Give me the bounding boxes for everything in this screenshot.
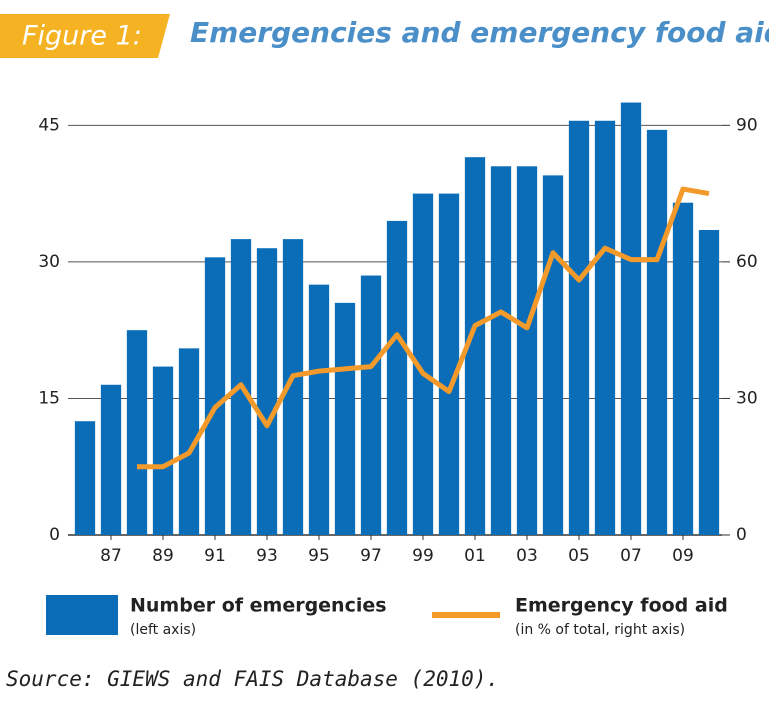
bar [594, 120, 616, 536]
x-tick-label: 07 [620, 546, 642, 566]
bar [308, 284, 330, 535]
bar [464, 157, 486, 536]
bar [256, 248, 278, 535]
bar [126, 330, 148, 535]
x-tick-label: 99 [412, 546, 434, 566]
x-tick-label: 87 [100, 546, 122, 566]
x-tick-label: 89 [152, 546, 174, 566]
bar [698, 230, 720, 535]
legend-note: (left axis) [130, 622, 196, 638]
bar [672, 202, 694, 535]
x-tick-label: 93 [256, 546, 278, 566]
x-tick-label: 97 [360, 546, 382, 566]
legend-label: Number of emergencies [130, 595, 387, 617]
bar [360, 275, 382, 535]
y2-tick-label: 30 [736, 388, 758, 408]
y-tick-label: 15 [38, 388, 60, 408]
figure-label: Figure 1: [22, 21, 142, 52]
bar [152, 366, 174, 535]
x-tick-label: 91 [204, 546, 226, 566]
bar [282, 239, 304, 536]
source: Source: GIEWS and FAIS Database (2010). [6, 667, 499, 691]
bar [438, 193, 460, 535]
y2-tick-label: 90 [736, 115, 758, 135]
bar [412, 193, 434, 535]
x-tick-label: 05 [568, 546, 590, 566]
y-tick-label: 30 [38, 252, 60, 272]
bar [204, 257, 226, 535]
y2-tick-label: 0 [736, 525, 747, 545]
legend-note: (in % of total, right axis) [515, 622, 685, 638]
bar [646, 129, 668, 536]
bar [100, 384, 122, 535]
bar [74, 421, 96, 535]
bar [334, 302, 356, 535]
y2-tick-label: 60 [736, 252, 758, 272]
bar [490, 166, 512, 535]
legend-label: Emergency food aid [515, 595, 728, 617]
bar [516, 166, 538, 535]
chart-title: Emergencies and emergency food aid [190, 16, 769, 49]
y-tick-label: 0 [49, 525, 60, 545]
x-tick-label: 09 [672, 546, 694, 566]
bar [568, 120, 590, 536]
line [137, 186, 710, 470]
x-tick-label: 01 [464, 546, 486, 566]
bar [542, 175, 564, 535]
x-tick-label: 03 [516, 546, 538, 566]
bar [620, 102, 642, 535]
figure-badge [0, 14, 170, 58]
legend-swatch [46, 595, 118, 635]
x-tick-label: 95 [308, 546, 330, 566]
bar [386, 220, 408, 535]
y-tick-label: 45 [38, 115, 60, 135]
bar [178, 348, 200, 535]
